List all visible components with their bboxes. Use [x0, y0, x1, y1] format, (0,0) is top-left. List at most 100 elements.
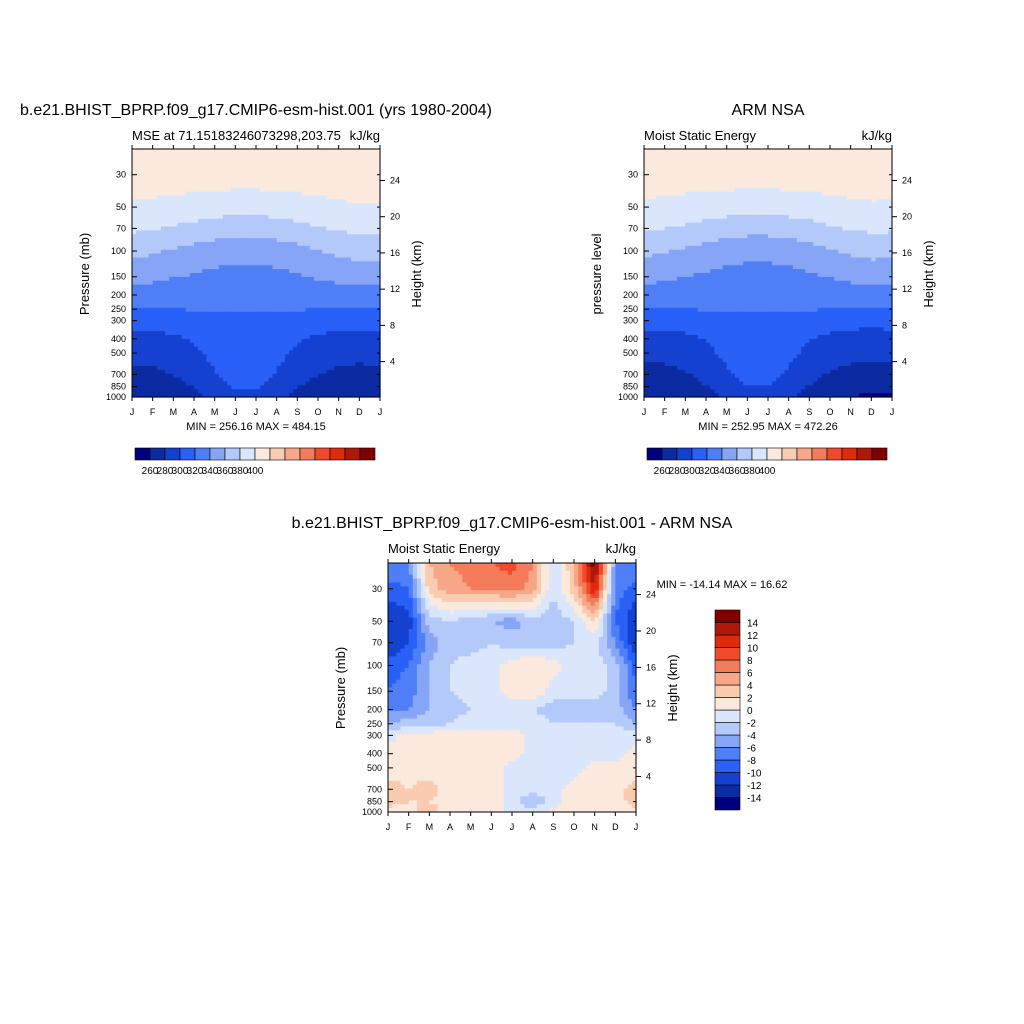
colorbar-swatch [209, 447, 226, 461]
contour-cell [227, 222, 232, 228]
contour-cell [351, 362, 356, 367]
contour-cell [256, 207, 261, 212]
contour-cell [222, 350, 228, 355]
contour-cell [140, 304, 145, 309]
contour-cell [185, 211, 191, 216]
contour-cell [313, 377, 319, 383]
contour-cell [330, 369, 336, 375]
contour-cell [210, 311, 216, 317]
contour-cell [181, 222, 187, 228]
contour-cell [256, 242, 261, 247]
colorbar-swatch [194, 447, 211, 461]
contour-cell [289, 373, 294, 379]
contour-cell [280, 381, 286, 386]
contour-cell [648, 203, 653, 208]
contour-cell [214, 292, 220, 297]
contour-cell [160, 292, 166, 297]
contour-cell [842, 211, 848, 216]
contour-cell [309, 249, 315, 255]
contour-cell [305, 180, 311, 185]
contour-cell [363, 288, 369, 293]
contour-cell [313, 350, 319, 355]
contour-cell [351, 292, 356, 297]
contour-cell [251, 207, 257, 212]
contour-cell [792, 195, 798, 200]
contour-cell [330, 319, 336, 324]
contour-cell [681, 168, 686, 173]
contour-cell [371, 253, 377, 259]
contour-cell [264, 199, 269, 204]
contour-cell [272, 261, 278, 266]
contour-cell [177, 292, 183, 297]
contour-cell [132, 230, 137, 235]
contour-cell [289, 327, 294, 332]
contour-cell [280, 346, 286, 352]
contour-cell [805, 172, 810, 177]
contour-cell [326, 253, 331, 259]
contour-cell [218, 168, 224, 173]
contour-cell [359, 245, 365, 251]
contour-cell [330, 245, 336, 251]
contour-cell [160, 257, 166, 262]
contour-cell [181, 191, 187, 197]
contour-cell [272, 362, 278, 367]
contour-cell [177, 257, 183, 262]
contour-cell [272, 168, 278, 173]
contour-cell [256, 393, 261, 398]
contour-cell [672, 156, 678, 162]
contour-cell [206, 269, 212, 274]
contour-cell [322, 323, 327, 328]
contour-cell [239, 292, 245, 297]
contour-cell [235, 276, 241, 282]
contour-cell [247, 304, 253, 309]
contour-cell [768, 180, 773, 185]
contour-cell [313, 284, 319, 290]
contour-cell [284, 160, 290, 166]
contour-cell [743, 195, 748, 200]
contour-cell [222, 315, 228, 321]
contour-cell [210, 373, 216, 379]
contour-cell [330, 207, 336, 212]
contour-cell [367, 207, 373, 212]
contour-cell [363, 389, 369, 394]
contour-cell [132, 393, 137, 398]
contour-cell [156, 249, 162, 255]
contour-cell [730, 207, 736, 212]
contour-cell [322, 180, 327, 185]
contour-cell [272, 304, 278, 309]
contour-cell [264, 389, 269, 394]
contour-cell [136, 385, 141, 390]
contour-cell [821, 152, 827, 158]
contour-cell [243, 257, 249, 262]
contour-cell [181, 335, 187, 340]
contour-cell [140, 156, 145, 162]
contour-cell [165, 214, 170, 220]
contour-cell [243, 323, 249, 328]
contour-cell [313, 222, 319, 228]
contour-cell [160, 338, 166, 344]
contour-cell [346, 319, 352, 324]
contour-cell [276, 273, 282, 278]
contour-cell [177, 304, 183, 309]
contour-cell [165, 234, 170, 239]
contour-cell [194, 327, 199, 332]
contour-cell [875, 156, 881, 162]
contour-cell [301, 381, 307, 386]
contour-cell [672, 160, 678, 166]
contour-cell [363, 187, 369, 193]
contour-cell [169, 319, 174, 324]
contour-cell [330, 180, 336, 185]
contour-cell [301, 172, 307, 177]
contour-cell [185, 222, 191, 228]
contour-cell [198, 152, 203, 158]
contour-cell [648, 152, 653, 158]
contour-cell [672, 195, 678, 200]
contour-cell [830, 199, 835, 204]
contour-cell [198, 338, 203, 344]
contour-cell [181, 362, 187, 367]
contour-cell [227, 176, 232, 181]
contour-cell [222, 358, 228, 363]
contour-cell [152, 238, 158, 243]
contour-cell [334, 160, 340, 166]
contour-cell [239, 338, 245, 344]
